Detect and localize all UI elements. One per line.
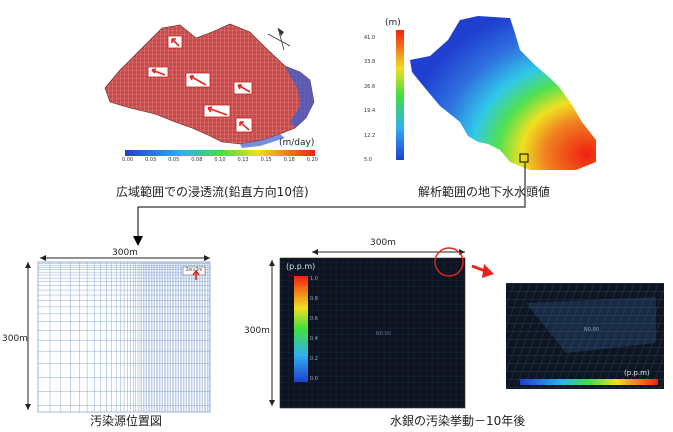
head-panel: (m) 41.0 33.8 26.6 19.4 12.2 5.0 (360, 10, 610, 175)
tick-label: 12.2 (364, 132, 376, 139)
tick-label: 0.05 (168, 157, 180, 163)
source-dim-top: 300m (112, 248, 138, 258)
mercury-dim-top: 300m (370, 238, 396, 248)
tick-label: 19.4 (364, 108, 376, 115)
zoom-unit: (p.p.m) (624, 369, 650, 377)
wide-flow-mesh (104, 23, 315, 156)
zoom-label: N0.00 (584, 327, 599, 333)
tick-label: 0.03 (145, 157, 157, 163)
flow-arrow-2 (147, 66, 169, 78)
zoom-box-marker (519, 153, 529, 163)
tick-label: 0.2 (310, 356, 318, 362)
mercury-plot (269, 247, 466, 409)
zoom-panel: N0.00 (p.p.m) (506, 283, 664, 389)
tick-label: 0.6 (310, 316, 318, 322)
flow-arrow-3 (185, 72, 211, 88)
wide-flow-panel: (m/day) 0.00 0.03 0.05 0.08 0.10 0.13 0.… (100, 10, 325, 170)
head-contour-region (410, 16, 596, 170)
source-marker-arrow (192, 269, 200, 280)
mercury-center-label: N0.00 (376, 331, 391, 337)
tick-label: 26.6 (364, 83, 376, 90)
tick-label: 0.18 (283, 157, 295, 163)
mercury-dim-left: 300m (244, 326, 270, 336)
tick-label: 0.0 (310, 376, 318, 382)
tick-label: 0.15 (260, 157, 272, 163)
tick-label: 0.8 (310, 296, 318, 302)
tick-label: 0.10 (214, 157, 226, 163)
tick-label: 33.8 (364, 59, 376, 66)
source-panel: 300m 300m 2m×2m (0, 240, 230, 415)
mercury-legend-ticks: 1.0 0.8 0.6 0.4 0.2 0.0 (310, 276, 318, 382)
zoom-view (506, 283, 664, 389)
mercury-panel: 300m 300m (p.p.m) 1.0 0.8 0.6 0.4 0.2 0.… (240, 238, 485, 413)
source-grid (25, 255, 211, 413)
source-cell-label: 2m×2m (186, 267, 203, 272)
wide-flow-unit: (m/day) (279, 138, 315, 148)
source-caption: 汚染源位置図 (90, 414, 163, 428)
mercury-caption: 水銀の汚染挙動－10年後 (390, 414, 526, 428)
tick-label: 0.13 (237, 157, 249, 163)
wide-flow-ticks: 0.00 0.03 0.05 0.08 0.10 0.13 0.15 0.18 … (122, 157, 318, 163)
tick-label: 41.0 (364, 35, 376, 41)
head-unit: (m) (385, 18, 401, 28)
velocity-colorbar (125, 150, 315, 156)
zoom-colorbar (520, 379, 658, 385)
wide-flow-caption: 広域範囲での浸透流(鉛直方向10倍) (116, 185, 309, 199)
north-arrow-icon (267, 27, 291, 51)
flow-arrow-6 (235, 117, 253, 133)
tick-label: 0.08 (191, 157, 203, 163)
flow-arrow-5 (203, 104, 231, 118)
tick-label: 1.0 (310, 276, 318, 282)
tick-label: 5.0 (364, 156, 372, 163)
head-ticks: 41.0 33.8 26.6 19.4 12.2 5.0 (364, 35, 375, 163)
tick-label: 0.00 (122, 157, 134, 163)
flow-arrow-1 (167, 35, 183, 49)
tick-label: 0.20 (306, 157, 318, 163)
head-caption: 解析範囲の地下水水頭値 (418, 185, 551, 199)
mercury-colorbar (294, 276, 308, 382)
source-dim-left: 300m (2, 334, 28, 344)
head-map (396, 16, 596, 170)
tick-label: 0.4 (310, 336, 318, 342)
zoom-circle-marker (434, 247, 464, 277)
mercury-unit: (p.p.m) (286, 262, 316, 271)
flow-arrow-4 (233, 81, 253, 95)
head-colorbar (396, 30, 404, 160)
